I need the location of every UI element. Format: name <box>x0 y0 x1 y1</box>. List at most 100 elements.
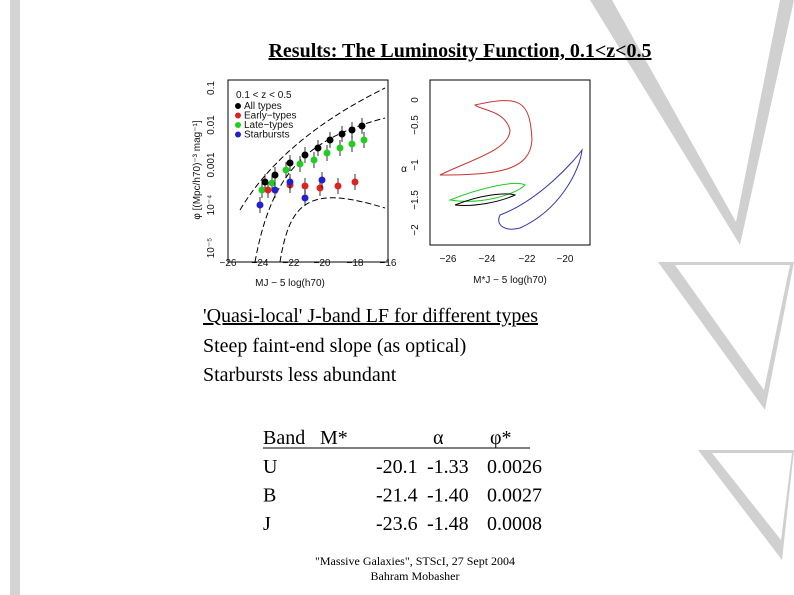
legend-marker <box>235 122 241 128</box>
table-cell: -1.40 <box>427 485 469 507</box>
contour <box>448 182 526 202</box>
x-tick-label: −24 <box>252 258 269 269</box>
data-point <box>301 182 309 190</box>
deco-triangle-inner <box>712 453 792 540</box>
data-point <box>338 130 346 138</box>
legend-marker <box>235 131 241 138</box>
data-point <box>316 184 324 192</box>
table-header: Band <box>263 427 305 449</box>
x-tick-label: −24 <box>479 254 496 265</box>
data-point <box>282 166 290 174</box>
y-tick-label: −1.5 <box>410 190 421 210</box>
data-point <box>301 151 309 159</box>
table-cell: -21.4 <box>376 485 418 507</box>
table-cell: U <box>263 456 278 478</box>
y-tick-label: −0.5 <box>410 115 421 135</box>
table-header: α <box>433 427 444 449</box>
y-tick-label: 0.01 <box>206 115 217 135</box>
fit-curve <box>254 117 386 263</box>
data-point <box>301 194 309 202</box>
legend-marker <box>235 112 241 119</box>
contour <box>454 193 517 206</box>
side-bar <box>10 0 20 595</box>
legend-entry: Early−types <box>244 111 297 122</box>
y-tick-label: 0 <box>410 97 421 103</box>
table-cell: B <box>263 485 276 507</box>
y-tick-label: −2 <box>410 224 421 236</box>
table-cell: -20.1 <box>376 456 418 478</box>
legend-entry: Starbursts <box>244 130 290 141</box>
y-axis-label: α <box>401 164 407 175</box>
x-tick-label: −22 <box>283 258 300 269</box>
data-point <box>326 136 334 144</box>
footer: Bahram Mobasher <box>371 569 460 583</box>
legend-entry: Late−types <box>244 120 293 131</box>
data-point <box>286 178 294 186</box>
bullet: Starbursts less abundant <box>203 364 397 386</box>
table-header: φ* <box>490 427 512 449</box>
data-point <box>360 136 368 144</box>
y-tick-label: 0.1 <box>206 81 217 95</box>
legend-entry: All types <box>244 101 282 112</box>
data-point <box>286 159 294 167</box>
slide-title: Results: The Luminosity Function, 0.1<z<… <box>268 40 651 62</box>
footer: "Massive Galaxies", STScI, 27 Sept 2004 <box>315 554 515 568</box>
right-plot-frame <box>429 79 591 246</box>
table-cell: -1.33 <box>427 456 469 478</box>
data-point <box>336 144 344 152</box>
y-tick-label: 10⁻⁵ <box>206 238 217 259</box>
table-cell: J <box>263 513 271 535</box>
table-cell: -1.48 <box>427 513 469 535</box>
data-point <box>264 186 272 194</box>
bullet: Steep faint-end slope (as optical) <box>203 335 466 357</box>
y-tick-label: −1 <box>410 159 421 171</box>
y-axis-label: φ [(Mpc/h70)⁻³ mag⁻¹] <box>192 120 203 220</box>
data-point <box>318 176 326 184</box>
left-plot-frame <box>227 79 389 263</box>
legend-title: 0.1 < z < 0.5 <box>236 90 292 101</box>
y-tick-label: 0.001 <box>206 152 217 177</box>
legend-marker <box>235 103 241 109</box>
y-tick-label: 10⁻⁴ <box>206 195 217 216</box>
data-point <box>258 186 266 194</box>
data-point <box>314 144 322 152</box>
data-point <box>323 149 331 157</box>
x-axis-label: M*J − 5 log(h70) <box>473 275 547 286</box>
fit-curve <box>279 197 386 263</box>
data-point <box>348 140 356 148</box>
data-point <box>358 122 366 130</box>
data-point <box>334 182 342 190</box>
data-point <box>310 156 318 164</box>
deco-triangle-inner <box>675 265 790 390</box>
data-point <box>296 160 304 168</box>
table-cell: 0.0026 <box>487 456 542 478</box>
table-header: M* <box>320 427 348 449</box>
data-point <box>261 178 269 186</box>
fit-curve <box>239 87 386 211</box>
data-point <box>271 171 279 179</box>
x-tick-label: −20 <box>557 254 574 265</box>
table-cell: 0.0027 <box>487 485 542 507</box>
contour <box>498 148 583 230</box>
x-axis-label: MJ − 5 log(h70) <box>255 278 325 289</box>
table: Band M* α φ* U -20.1 -1.33 0.0026 B -21.4 -1.40 0.0… <box>263 427 542 535</box>
x-tick-label: −26 <box>440 254 457 265</box>
table-cell: 0.0008 <box>487 513 542 535</box>
data-point <box>348 126 356 134</box>
data-point <box>256 201 264 209</box>
x-tick-label: −16 <box>380 258 397 269</box>
x-tick-label: −20 <box>314 258 331 269</box>
data-point <box>351 178 359 186</box>
data-point <box>268 179 276 187</box>
x-tick-label: −22 <box>519 254 536 265</box>
x-tick-label: −26 <box>220 258 237 269</box>
data-point <box>271 186 279 194</box>
x-tick-label: −18 <box>347 258 364 269</box>
table-cell: -23.6 <box>376 513 418 535</box>
contour <box>439 100 533 176</box>
bullet: 'Quasi-local' J-band LF for different ty… <box>203 305 538 327</box>
deco-triangle-inner <box>612 0 780 222</box>
